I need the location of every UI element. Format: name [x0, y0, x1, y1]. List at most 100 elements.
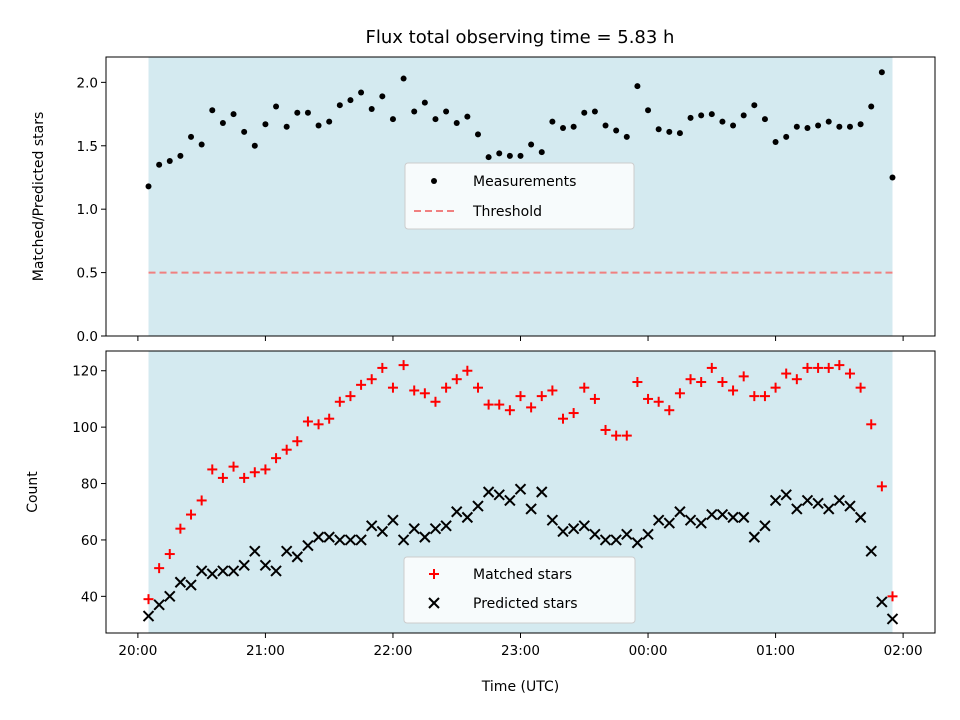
measurement-point	[783, 133, 790, 140]
ratio-legend: Measurements Threshold	[404, 162, 635, 230]
predicted-star-point	[716, 508, 729, 521]
predicted-star-point	[737, 511, 750, 524]
ratio-x-axis	[137, 336, 904, 341]
matched-star-point	[292, 436, 303, 447]
predicted-star-point	[270, 565, 282, 577]
matched-star-point	[791, 374, 802, 385]
matched-star-point	[866, 419, 877, 430]
measurement-point	[645, 107, 652, 114]
matched-star-point	[781, 368, 792, 379]
y-tick-label: 40	[81, 589, 98, 605]
measurement-point	[825, 118, 832, 125]
x-tick-label: 20:00	[118, 643, 157, 659]
predicted-star-point	[812, 497, 824, 509]
measurement-point	[538, 149, 545, 156]
y-tick-label: 100	[72, 420, 98, 436]
predicted-star-point	[642, 528, 654, 541]
measurement-point	[294, 109, 301, 116]
matched-star-point	[579, 382, 590, 393]
measurement-point	[793, 123, 800, 130]
matched-star-point	[515, 391, 526, 402]
legend-predicted-label: Predicted stars	[473, 596, 578, 612]
matched-star-point	[749, 391, 760, 402]
matched-star-point	[706, 362, 717, 373]
measurement-point	[751, 102, 758, 109]
measurement-point	[474, 131, 481, 138]
predicted-star-point	[844, 500, 856, 512]
count-y-axis: 40 60 80 100 120	[72, 364, 106, 605]
x-tick-label: 02:00	[884, 643, 923, 659]
matched-star-point	[547, 385, 558, 396]
measurement-point	[411, 108, 418, 115]
measurement-point	[336, 102, 343, 109]
measurement-point	[166, 157, 173, 164]
predicted-star-point	[610, 534, 622, 546]
legend-measurements-label: Measurements	[473, 174, 576, 190]
measurement-point	[761, 116, 768, 123]
matched-star-point	[770, 382, 781, 393]
matched-star-point	[664, 405, 675, 416]
predicted-star-point	[376, 525, 389, 538]
measurement-point	[156, 161, 163, 168]
matched-star-point	[876, 481, 887, 492]
measurement-point	[889, 174, 896, 181]
measurement-point	[846, 123, 853, 130]
matched-star-point	[483, 399, 494, 410]
measurement-point	[177, 152, 184, 159]
predicted-star-point	[652, 514, 665, 526]
predicted-star-point	[142, 610, 155, 622]
matched-star-point	[802, 362, 813, 373]
y-tick-label: 80	[81, 477, 98, 493]
predicted-star-point	[429, 522, 442, 535]
predicted-star-point	[482, 486, 495, 498]
matched-star-point	[366, 374, 377, 385]
matched-star-point	[887, 591, 898, 602]
measurement-point	[496, 150, 503, 157]
predicted-star-point	[865, 545, 877, 557]
measurement-point	[400, 75, 407, 82]
measurement-point	[209, 107, 216, 114]
legend-measurements-marker	[431, 178, 437, 184]
y-tick-label: 60	[81, 533, 98, 549]
predicted-star-point	[419, 531, 431, 543]
matched-star-point	[239, 472, 250, 483]
matched-star-point	[759, 391, 770, 402]
matched-star-point	[398, 360, 409, 371]
matched-star-point	[696, 377, 707, 388]
x-tick-label: 00:00	[629, 643, 668, 659]
predicted-star-point	[801, 494, 814, 507]
matched-star-point	[653, 396, 664, 407]
measurement-point	[836, 123, 843, 130]
y-tick-label: 1.0	[77, 202, 98, 218]
matched-star-point	[302, 416, 313, 427]
matched-star-point	[377, 362, 388, 373]
matched-star-point	[738, 371, 749, 382]
predicted-star-point	[493, 489, 505, 501]
matched-star-point	[196, 495, 207, 506]
predicted-star-point	[769, 494, 782, 507]
legend-frame	[404, 162, 635, 230]
predicted-star-point	[631, 537, 644, 549]
measurement-point	[687, 114, 694, 121]
matched-star-point	[143, 594, 154, 605]
predicted-star-point	[291, 551, 304, 563]
measurement-point	[613, 127, 620, 134]
y-tick-label: 120	[72, 364, 98, 380]
matched-star-point	[313, 419, 324, 430]
predicted-star-point	[259, 559, 272, 572]
measurement-point	[273, 103, 280, 110]
matched-star-point	[611, 430, 622, 441]
measurement-point	[623, 133, 630, 140]
predicted-star-point	[823, 503, 835, 515]
matched-star-point	[186, 509, 197, 520]
x-tick-label: 01:00	[756, 643, 795, 659]
y-tick-label: 0.0	[77, 329, 98, 345]
predicted-star-point	[599, 534, 612, 546]
matched-star-point	[324, 413, 335, 424]
measurement-point	[878, 69, 885, 76]
predicted-star-point	[546, 514, 559, 526]
measurement-point	[634, 83, 641, 90]
measurement-point	[857, 121, 864, 128]
count-series-layer	[142, 360, 899, 625]
y-tick-label: 0.5	[77, 266, 98, 282]
